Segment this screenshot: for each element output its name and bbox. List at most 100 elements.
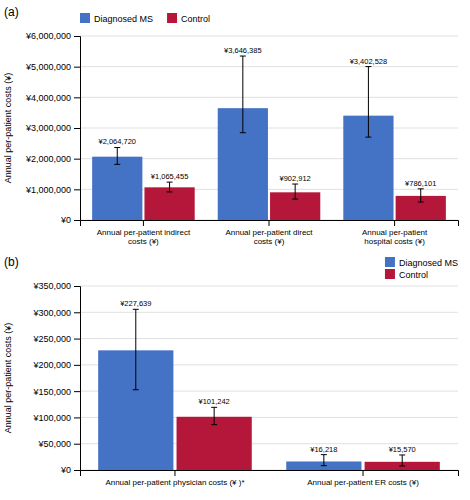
tick-label: ¥4,000,000 [25,93,71,103]
panel-label: (a) [4,5,19,19]
error-cap [211,424,217,425]
tick-mark [74,128,80,129]
error-line [242,56,243,133]
error-cap [240,132,246,133]
error-cap [114,147,120,148]
tick-mark [269,220,270,226]
tick-label: ¥350,000 [32,281,71,291]
tick-label: ¥200,000 [32,360,71,370]
y-tick: ¥0 [60,215,80,225]
tick-label: Annual per-patient ER costs (¥) [307,478,419,487]
grid-line [80,286,458,287]
tick-label: ¥1,000,000 [25,185,71,195]
y-axis: ¥0¥1,000,000¥2,000,000¥3,000,000¥4,000,0… [25,31,81,225]
y-tick: ¥200,000 [32,360,80,370]
error-line [323,455,324,466]
error-line [420,189,421,202]
error-bar [292,184,298,199]
error-line [295,184,296,199]
data-label: ¥3,646,385 [224,46,262,55]
legend: Diagnosed MSControl [385,257,458,280]
data-label: ¥3,402,528 [350,57,388,66]
legend-label: Diagnosed MS [94,14,153,24]
data-label: ¥15,570 [389,445,416,454]
chart: ¥0¥1,000,000¥2,000,000¥3,000,000¥4,000,0… [0,0,470,500]
tick-label: Annual per-patient indirectcosts (¥) [97,228,191,246]
error-bar [240,56,246,133]
legend-swatch [167,13,177,23]
tick-label-line: Annual per-patient direct [225,228,313,237]
grid-line [80,312,458,313]
y-tick: ¥6,000,000 [25,31,80,41]
tick-label: ¥2,000,000 [25,154,71,164]
grid-line [80,97,458,98]
error-bar [321,455,327,466]
tick-mark [363,470,364,476]
error-cap [418,202,424,203]
tick-mark [74,312,80,313]
y-tick: ¥250,000 [32,334,80,344]
error-line [169,182,170,192]
data-label: ¥1,065,455 [151,172,189,181]
error-bar [399,455,405,466]
tick-mark [74,97,80,98]
tick-label: ¥250,000 [32,334,71,344]
tick-label: ¥150,000 [32,387,71,397]
tick-label: ¥5,000,000 [25,62,71,72]
tick-label-line: Annual per-patient physician costs (¥ )* [105,478,244,487]
error-bar [211,407,217,424]
tick-mark [74,189,80,190]
series [98,309,361,470]
series [177,407,440,470]
series [144,182,445,220]
error-bar [133,309,139,389]
data-label: ¥16,218 [310,445,337,454]
axis-line [74,287,81,471]
x-tick: Annual per-patient indirectcosts (¥) [97,220,191,246]
tick-label: ¥50,000 [37,439,71,449]
error-line [368,67,369,138]
tick-label-line: costs (¥) [128,237,159,246]
y-tick: ¥300,000 [32,308,80,318]
tick-mark [74,470,80,471]
y-tick: ¥5,000,000 [25,62,80,72]
y-axis: ¥0 ¥50,000 ¥100,000 ¥150,000 ¥200,000 ¥250,00… [32,281,80,475]
tick-mark [143,220,144,226]
marks [92,56,446,220]
bar [177,417,252,470]
error-cap [167,191,173,192]
x-tick: Annual per-patient directcosts (¥) [225,220,313,246]
error-cap [365,66,371,67]
tick-mark [174,470,175,476]
tick-mark [74,159,80,160]
error-cap [292,184,298,185]
legend-label: Diagnosed MS [399,258,458,268]
error-cap [418,188,424,189]
legend: Diagnosed MSControl [80,13,210,24]
data-label: ¥902,912 [280,174,311,183]
data-label: ¥227,639 [120,299,151,308]
tick-label: ¥100,000 [32,413,71,423]
tick-mark [74,444,80,445]
axis-line [81,471,459,477]
data-label: ¥786,101 [405,179,436,188]
data-labels: ¥2,064,720¥3,646,385¥3,402,528¥1,065,455… [98,46,436,188]
y-tick: ¥50,000 [37,439,80,449]
error-cap [365,137,371,138]
y-tick: ¥150,000 [32,387,80,397]
legend-swatch [80,13,90,23]
marks [98,309,440,470]
tick-mark [74,339,80,340]
y-tick: ¥350,000 [32,281,80,291]
tick-label: ¥0 [60,215,71,225]
error-line [214,407,215,424]
y-axis-title: Annual per-patient costs (¥) [3,73,13,184]
tick-label-line: Annual per-patient indirect [97,228,191,237]
tick-mark [74,391,80,392]
x-axis: Annual per-patient indirectcosts (¥)Annu… [81,220,459,246]
y-tick: ¥4,000,000 [25,93,80,103]
panel: ¥0 ¥50,000 ¥100,000 ¥150,000 ¥200,000 ¥250,00… [3,255,459,487]
tick-label: Annual per-patient physician costs (¥ )* [105,478,244,487]
series [92,56,393,220]
tick-label: ¥0 [60,465,71,475]
